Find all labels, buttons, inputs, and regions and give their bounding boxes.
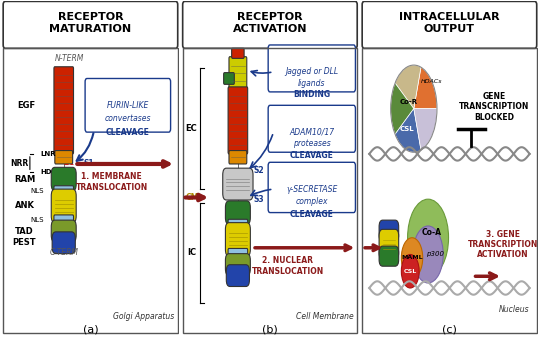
FancyBboxPatch shape [51,189,76,223]
FancyBboxPatch shape [54,186,74,196]
Text: NLS: NLS [30,217,44,223]
FancyBboxPatch shape [223,168,253,200]
Text: 2. NUCLEAR
TRANSLOCATION: 2. NUCLEAR TRANSLOCATION [252,256,324,275]
FancyBboxPatch shape [228,248,248,259]
FancyBboxPatch shape [183,1,357,48]
Circle shape [408,199,449,276]
Text: (c): (c) [442,325,457,335]
Text: INTRACELLULAR
OUTPUT: INTRACELLULAR OUTPUT [399,13,500,34]
Text: (b): (b) [262,325,278,335]
Text: Nucleus: Nucleus [499,305,530,314]
Text: LNR: LNR [41,151,56,157]
Text: CLEAVAGE: CLEAVAGE [290,151,334,160]
Text: BINDING: BINDING [293,90,331,99]
Text: RECEPTOR
MATURATION: RECEPTOR MATURATION [50,13,131,34]
Text: ligands: ligands [298,79,326,88]
FancyBboxPatch shape [379,246,399,266]
Circle shape [413,226,443,283]
FancyBboxPatch shape [226,223,250,256]
FancyBboxPatch shape [85,78,170,132]
Wedge shape [414,108,437,150]
Text: CM: CM [186,193,199,202]
Text: CSL: CSL [399,126,414,132]
Text: RECEPTOR
ACTIVATION: RECEPTOR ACTIVATION [233,13,307,34]
Text: IC: IC [187,248,196,257]
FancyBboxPatch shape [51,167,76,191]
Text: EC: EC [186,124,197,133]
Text: Cell Membrane: Cell Membrane [296,312,354,321]
FancyBboxPatch shape [52,232,75,254]
Text: NRR: NRR [10,160,28,168]
Text: γ-SECRETASE: γ-SECRETASE [286,185,338,194]
Circle shape [402,238,423,278]
Text: S3: S3 [254,195,265,204]
FancyBboxPatch shape [232,48,244,58]
FancyBboxPatch shape [379,230,399,260]
Text: ADAM10/17: ADAM10/17 [289,128,334,137]
FancyBboxPatch shape [229,150,247,164]
FancyBboxPatch shape [268,105,355,152]
FancyBboxPatch shape [226,265,250,287]
Text: proteases: proteases [293,139,331,148]
FancyBboxPatch shape [228,219,248,230]
FancyBboxPatch shape [379,220,399,242]
FancyBboxPatch shape [54,215,74,225]
Text: S1: S1 [83,160,94,168]
FancyBboxPatch shape [226,201,250,224]
Text: 1. MEMBRANE
TRANSLOCATION: 1. MEMBRANE TRANSLOCATION [76,172,148,192]
Text: Golgi Apparatus: Golgi Apparatus [113,312,174,321]
Text: S2: S2 [254,166,265,175]
Text: CSL: CSL [404,269,417,274]
FancyBboxPatch shape [362,1,537,48]
Text: C-TERM: C-TERM [50,248,78,257]
Text: ANK: ANK [15,201,35,210]
Wedge shape [395,65,421,108]
Text: Co-A: Co-A [422,228,442,237]
Text: (a): (a) [82,325,98,335]
Wedge shape [414,67,437,108]
Text: CLEAVAGE: CLEAVAGE [290,210,334,218]
Text: RAM: RAM [14,174,35,184]
Text: complex: complex [295,197,328,206]
Text: PEST: PEST [13,238,36,247]
FancyBboxPatch shape [3,1,178,48]
FancyBboxPatch shape [268,45,355,92]
Text: CLEAVAGE: CLEAVAGE [106,128,150,137]
Wedge shape [390,83,414,134]
Text: Jagged or DLL: Jagged or DLL [285,67,338,76]
Text: 3. GENE
TRANSCRIPTION
ACTIVATION: 3. GENE TRANSCRIPTION ACTIVATION [468,230,538,259]
FancyBboxPatch shape [228,87,248,154]
Text: TAD: TAD [15,226,34,236]
Text: MAML: MAML [402,255,423,260]
Text: GENE
TRANSCRIPTION
BLOCKED: GENE TRANSCRIPTION BLOCKED [459,92,529,122]
FancyBboxPatch shape [54,67,74,154]
FancyBboxPatch shape [224,73,234,84]
FancyBboxPatch shape [55,150,73,164]
Text: N-TERM: N-TERM [54,54,84,63]
FancyBboxPatch shape [51,220,76,242]
Text: p300: p300 [426,251,444,258]
FancyBboxPatch shape [229,57,247,90]
Text: HDACs: HDACs [421,79,442,84]
Text: HD: HD [41,169,52,175]
Text: EGF: EGF [17,101,35,110]
Text: convertases: convertases [104,114,151,123]
Circle shape [402,255,419,288]
Text: NLS: NLS [30,188,44,194]
FancyBboxPatch shape [268,162,355,213]
Text: FURIN-LIKE: FURIN-LIKE [107,101,149,110]
FancyBboxPatch shape [226,254,250,275]
Text: Co-R: Co-R [399,99,417,105]
Wedge shape [395,108,421,152]
